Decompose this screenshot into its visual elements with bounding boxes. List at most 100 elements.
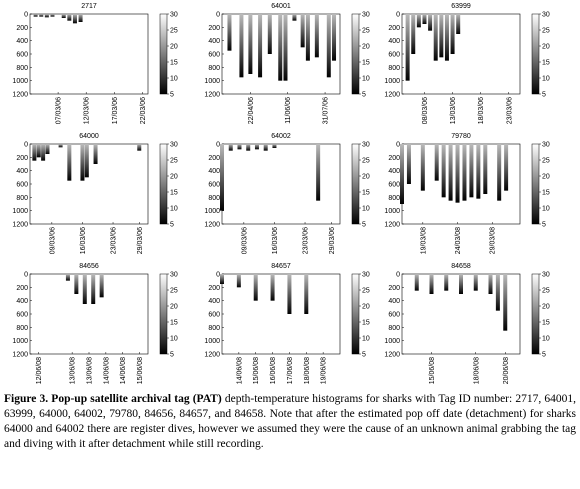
x-tick-label: 14/06/08: [120, 357, 127, 384]
dive-bar: [50, 14, 55, 17]
dive-bar: [45, 144, 50, 154]
y-tick-label: 0: [216, 12, 220, 19]
colorbar: [351, 143, 360, 225]
y-tick-label: 800: [388, 65, 400, 72]
y-tick-label: 200: [16, 25, 28, 32]
y-tick-label: 400: [208, 298, 220, 305]
dive-bar: [456, 14, 461, 34]
dive-bar: [414, 274, 419, 291]
y-tick-label: 200: [16, 285, 28, 292]
dive-bar: [67, 144, 72, 181]
panel-title: 64001: [271, 3, 291, 10]
plot-frame: [401, 13, 521, 95]
dive-bar: [495, 274, 500, 311]
dive-bar: [316, 144, 321, 201]
y-tick-label: 800: [16, 325, 28, 332]
colorbar-label: 30: [362, 142, 370, 149]
dive-bar: [237, 144, 242, 150]
x-tick-label: 13/06/08: [70, 357, 77, 384]
dive-bar: [74, 274, 79, 294]
dive-bar: [253, 274, 258, 301]
x-tick-label: 23/03/06: [303, 227, 310, 254]
colorbar-label: 25: [362, 158, 370, 165]
dive-bar: [270, 274, 275, 301]
y-tick-label: 400: [16, 38, 28, 45]
y-tick-label: 600: [388, 312, 400, 319]
colorbar-label: 10: [362, 206, 370, 213]
y-tick-label: 600: [16, 312, 28, 319]
x-tick-label: 29/03/08: [490, 227, 497, 254]
dive-bar: [246, 144, 251, 151]
dive-bar: [326, 14, 331, 78]
dive-bar: [483, 144, 488, 194]
y-tick-label: 1000: [204, 208, 220, 215]
colorbar-label: 15: [542, 320, 550, 327]
x-tick-label: 18/06/08: [304, 357, 311, 384]
dive-bar: [439, 14, 444, 58]
y-tick-label: 1000: [204, 78, 220, 85]
x-tick-label: 22/03/06: [140, 97, 147, 124]
colorbar: [351, 273, 360, 355]
dive-bar: [497, 144, 502, 201]
y-tick-label: 800: [388, 325, 400, 332]
colorbar-label: 30: [362, 272, 370, 279]
dive-bar: [304, 274, 309, 314]
x-tick-label: 11/06/06: [285, 97, 292, 124]
colorbar-label: 20: [362, 44, 370, 51]
dive-bar: [254, 144, 259, 150]
colorbar-label: 20: [170, 304, 178, 311]
colorbar-label: 20: [542, 44, 550, 51]
y-tick-label: 1000: [12, 338, 28, 345]
dive-bar: [44, 14, 49, 18]
y-tick-label: 600: [388, 52, 400, 59]
panel-title: 2717: [81, 3, 97, 10]
x-tick-label: 12/03/06: [84, 97, 91, 124]
colorbar-label: 5: [542, 92, 546, 99]
y-tick-label: 1000: [204, 338, 220, 345]
x-tick-label: 31/07/06: [323, 97, 330, 124]
dive-bar: [292, 14, 297, 21]
colorbar-label: 20: [170, 44, 178, 51]
x-tick-label: 23/03/06: [506, 97, 513, 124]
y-tick-label: 400: [388, 38, 400, 45]
dive-bar: [78, 14, 83, 22]
x-tick-label: 09/03/06: [49, 227, 56, 254]
colorbar-label: 15: [542, 190, 550, 197]
colorbar-label: 5: [542, 222, 546, 229]
x-tick-label: 13/03/06: [450, 97, 457, 124]
dive-bar: [39, 14, 44, 17]
plot-frame: [29, 13, 149, 95]
dive-bar: [93, 144, 98, 164]
dive-bar: [448, 144, 453, 201]
caption: Figure 3. Pop-up satellite archival tag …: [4, 392, 576, 452]
x-tick-label: 29/03/06: [137, 227, 144, 254]
colorbar-label: 20: [362, 174, 370, 181]
y-tick-label: 1000: [384, 338, 400, 345]
dive-bar: [258, 14, 263, 78]
colorbar-label: 10: [542, 206, 550, 213]
panel-title: 79780: [451, 133, 471, 140]
y-tick-label: 400: [208, 38, 220, 45]
x-tick-label: 15/06/08: [429, 357, 436, 384]
y-tick-label: 1200: [204, 352, 220, 359]
colorbar-label: 15: [542, 60, 550, 67]
x-tick-label: 22/04/06: [248, 97, 255, 124]
panel-title: 64000: [79, 133, 99, 140]
caption-label: Figure 3.: [4, 393, 49, 405]
colorbar-label: 15: [362, 190, 370, 197]
colorbar-label: 30: [170, 272, 178, 279]
x-tick-label: 19/06/08: [321, 357, 328, 384]
y-tick-label: 800: [16, 65, 28, 72]
plot-frame: [221, 143, 341, 225]
y-tick-label: 200: [16, 155, 28, 162]
y-tick-label: 1200: [12, 92, 28, 99]
dive-bar: [137, 144, 142, 151]
colorbar-label: 5: [362, 92, 366, 99]
dive-bar: [248, 14, 253, 74]
y-tick-label: 400: [388, 298, 400, 305]
colorbar-label: 10: [362, 336, 370, 343]
y-tick-label: 200: [208, 25, 220, 32]
y-tick-label: 0: [24, 272, 28, 279]
y-tick-label: 1000: [12, 78, 28, 85]
x-tick-label: 17/06/08: [287, 357, 294, 384]
